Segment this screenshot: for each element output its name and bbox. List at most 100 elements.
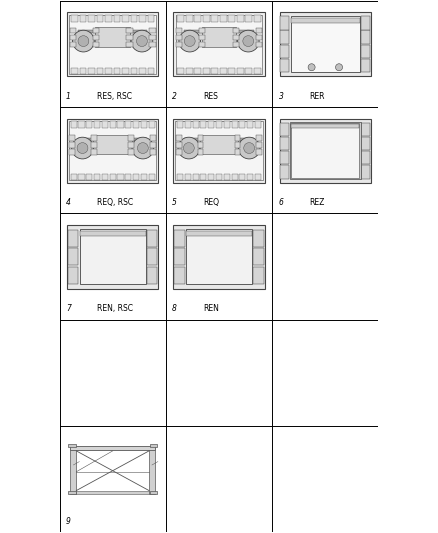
Text: 8: 8 [172, 304, 177, 313]
Text: REN: REN [203, 304, 219, 313]
Bar [280, 151, 290, 164]
Bar [201, 27, 237, 47]
Bar [78, 122, 85, 128]
Circle shape [184, 36, 195, 46]
Bar [71, 446, 155, 449]
Bar [212, 68, 218, 74]
Bar [177, 122, 183, 128]
Bar [256, 149, 262, 155]
Bar [247, 122, 253, 128]
Bar [216, 122, 222, 128]
Bar [148, 68, 154, 74]
Bar [102, 122, 108, 128]
Bar [233, 35, 239, 41]
Bar [216, 174, 222, 180]
Bar [186, 15, 193, 22]
Bar [150, 142, 156, 148]
Bar [102, 174, 108, 180]
Bar [127, 35, 133, 41]
Bar [88, 68, 95, 74]
Bar [177, 68, 184, 74]
Bar [280, 165, 290, 179]
Bar [148, 15, 154, 22]
Bar [71, 122, 77, 128]
Bar [148, 174, 155, 180]
Text: RES: RES [203, 92, 218, 101]
Bar [361, 16, 370, 29]
Bar [193, 174, 199, 180]
Bar [173, 225, 265, 289]
Bar [70, 142, 75, 148]
Bar [139, 15, 146, 22]
Bar [71, 449, 76, 494]
Bar [199, 42, 205, 47]
Bar [280, 16, 290, 29]
Bar [224, 174, 230, 180]
Bar [256, 135, 262, 141]
Bar [92, 28, 99, 34]
Bar [70, 149, 75, 155]
Bar [193, 122, 199, 128]
Bar [110, 174, 116, 180]
Bar [68, 248, 78, 265]
Bar [70, 28, 76, 34]
Bar [361, 137, 370, 150]
Bar [94, 122, 100, 128]
Bar [131, 15, 137, 22]
Bar [150, 149, 156, 155]
Bar [91, 142, 97, 148]
Bar [67, 119, 159, 182]
Bar [256, 28, 262, 34]
Bar [229, 68, 235, 74]
Bar [233, 28, 239, 34]
Bar [141, 122, 147, 128]
Bar [88, 15, 95, 22]
Bar [176, 42, 182, 47]
Bar [239, 122, 245, 128]
Bar [69, 120, 156, 181]
Circle shape [238, 137, 260, 159]
Bar [361, 59, 370, 72]
Bar [86, 122, 92, 128]
Bar [361, 165, 370, 179]
Bar [80, 230, 145, 285]
Text: 4: 4 [66, 198, 71, 207]
Bar [292, 123, 359, 178]
Bar [91, 149, 97, 155]
Bar [150, 444, 157, 447]
Bar [245, 15, 252, 22]
Bar [133, 122, 139, 128]
Bar [175, 120, 263, 181]
Bar [141, 174, 147, 180]
Bar [71, 174, 77, 180]
Bar [234, 135, 240, 141]
Text: 2: 2 [172, 92, 177, 101]
Text: RER: RER [309, 92, 325, 101]
Bar [149, 449, 155, 494]
Bar [94, 174, 100, 180]
Bar [176, 135, 182, 141]
Circle shape [72, 137, 93, 159]
Bar [110, 122, 116, 128]
Bar [239, 174, 245, 180]
Bar [229, 15, 235, 22]
Bar [208, 122, 214, 128]
Bar [254, 68, 261, 74]
Bar [78, 174, 85, 180]
Bar [279, 119, 371, 182]
Bar [122, 68, 129, 74]
Bar [149, 42, 155, 47]
Bar [91, 135, 97, 141]
Bar [203, 68, 209, 74]
Bar [97, 68, 103, 74]
Bar [280, 30, 290, 44]
Bar [186, 230, 252, 285]
Bar [245, 68, 252, 74]
Text: 3: 3 [279, 92, 283, 101]
Text: RES, RSC: RES, RSC [97, 92, 132, 101]
Bar [361, 151, 370, 164]
Circle shape [243, 36, 254, 46]
Bar [117, 122, 124, 128]
Bar [80, 15, 86, 22]
Bar [113, 68, 120, 74]
